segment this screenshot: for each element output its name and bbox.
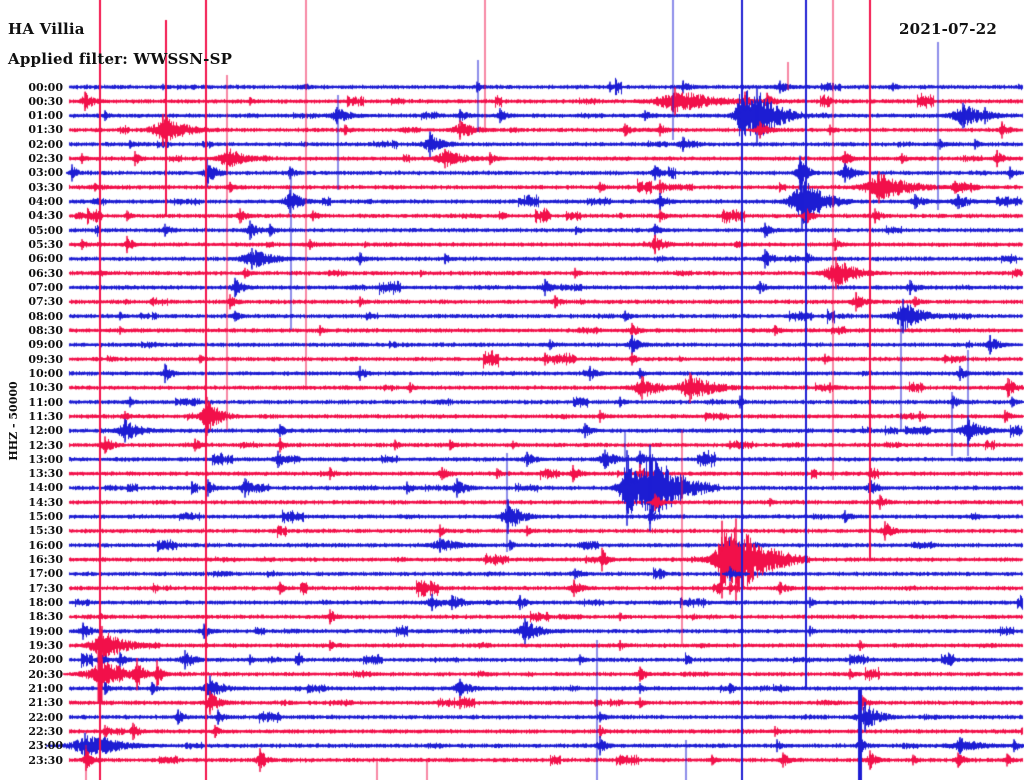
time-label: 18:30: [28, 610, 63, 624]
time-label: 16:00: [28, 538, 63, 552]
time-label: 00:00: [28, 80, 63, 94]
time-label: 07:00: [28, 280, 63, 294]
time-label: 04:00: [28, 195, 63, 209]
time-label: 20:30: [28, 667, 63, 681]
time-label: 23:30: [28, 753, 63, 767]
time-label: 20:00: [28, 653, 63, 667]
time-label: 02:30: [28, 152, 63, 166]
time-label: 09:30: [28, 352, 63, 366]
time-label: 13:30: [28, 467, 63, 481]
time-label: 05:30: [28, 238, 63, 252]
applied-filter-label: Applied filter: WWSSN-SP: [8, 50, 233, 68]
time-label: 15:00: [28, 510, 63, 524]
station-title: HA Villia: [8, 20, 85, 38]
time-label: 13:00: [28, 452, 63, 466]
time-label: 19:30: [28, 638, 63, 652]
time-label: 12:00: [28, 424, 63, 438]
time-label: 17:30: [28, 581, 63, 595]
time-label: 00:30: [28, 94, 63, 108]
time-label: 17:00: [28, 567, 63, 581]
time-label: 16:30: [28, 553, 63, 567]
time-label: 08:00: [28, 309, 63, 323]
time-label: 07:30: [28, 295, 63, 309]
time-label: 19:00: [28, 624, 63, 638]
time-label: 01:00: [28, 109, 63, 123]
time-label: 22:00: [28, 710, 63, 724]
time-label: 05:00: [28, 223, 63, 237]
time-label: 02:00: [28, 137, 63, 151]
time-label: 22:30: [28, 724, 63, 738]
time-label: 03:00: [28, 166, 63, 180]
time-label: 10:00: [28, 366, 63, 380]
time-label: 04:30: [28, 209, 63, 223]
time-label: 03:30: [28, 180, 63, 194]
date-label: 2021-07-22: [899, 20, 997, 38]
time-label: 18:00: [28, 596, 63, 610]
time-label: 11:00: [28, 395, 63, 409]
time-label: 12:30: [28, 438, 63, 452]
time-label: 08:30: [28, 323, 63, 337]
time-label: 11:30: [28, 409, 63, 423]
time-label: 15:30: [28, 524, 63, 538]
time-label: 14:00: [28, 481, 63, 495]
time-label: 10:30: [28, 381, 63, 395]
time-label: 21:00: [28, 681, 63, 695]
time-label: 09:00: [28, 338, 63, 352]
time-label: 21:30: [28, 696, 63, 710]
time-label: 06:30: [28, 266, 63, 280]
time-label: 14:30: [28, 495, 63, 509]
time-label: 06:00: [28, 252, 63, 266]
time-label: 01:30: [28, 123, 63, 137]
time-label: 23:00: [28, 739, 63, 753]
